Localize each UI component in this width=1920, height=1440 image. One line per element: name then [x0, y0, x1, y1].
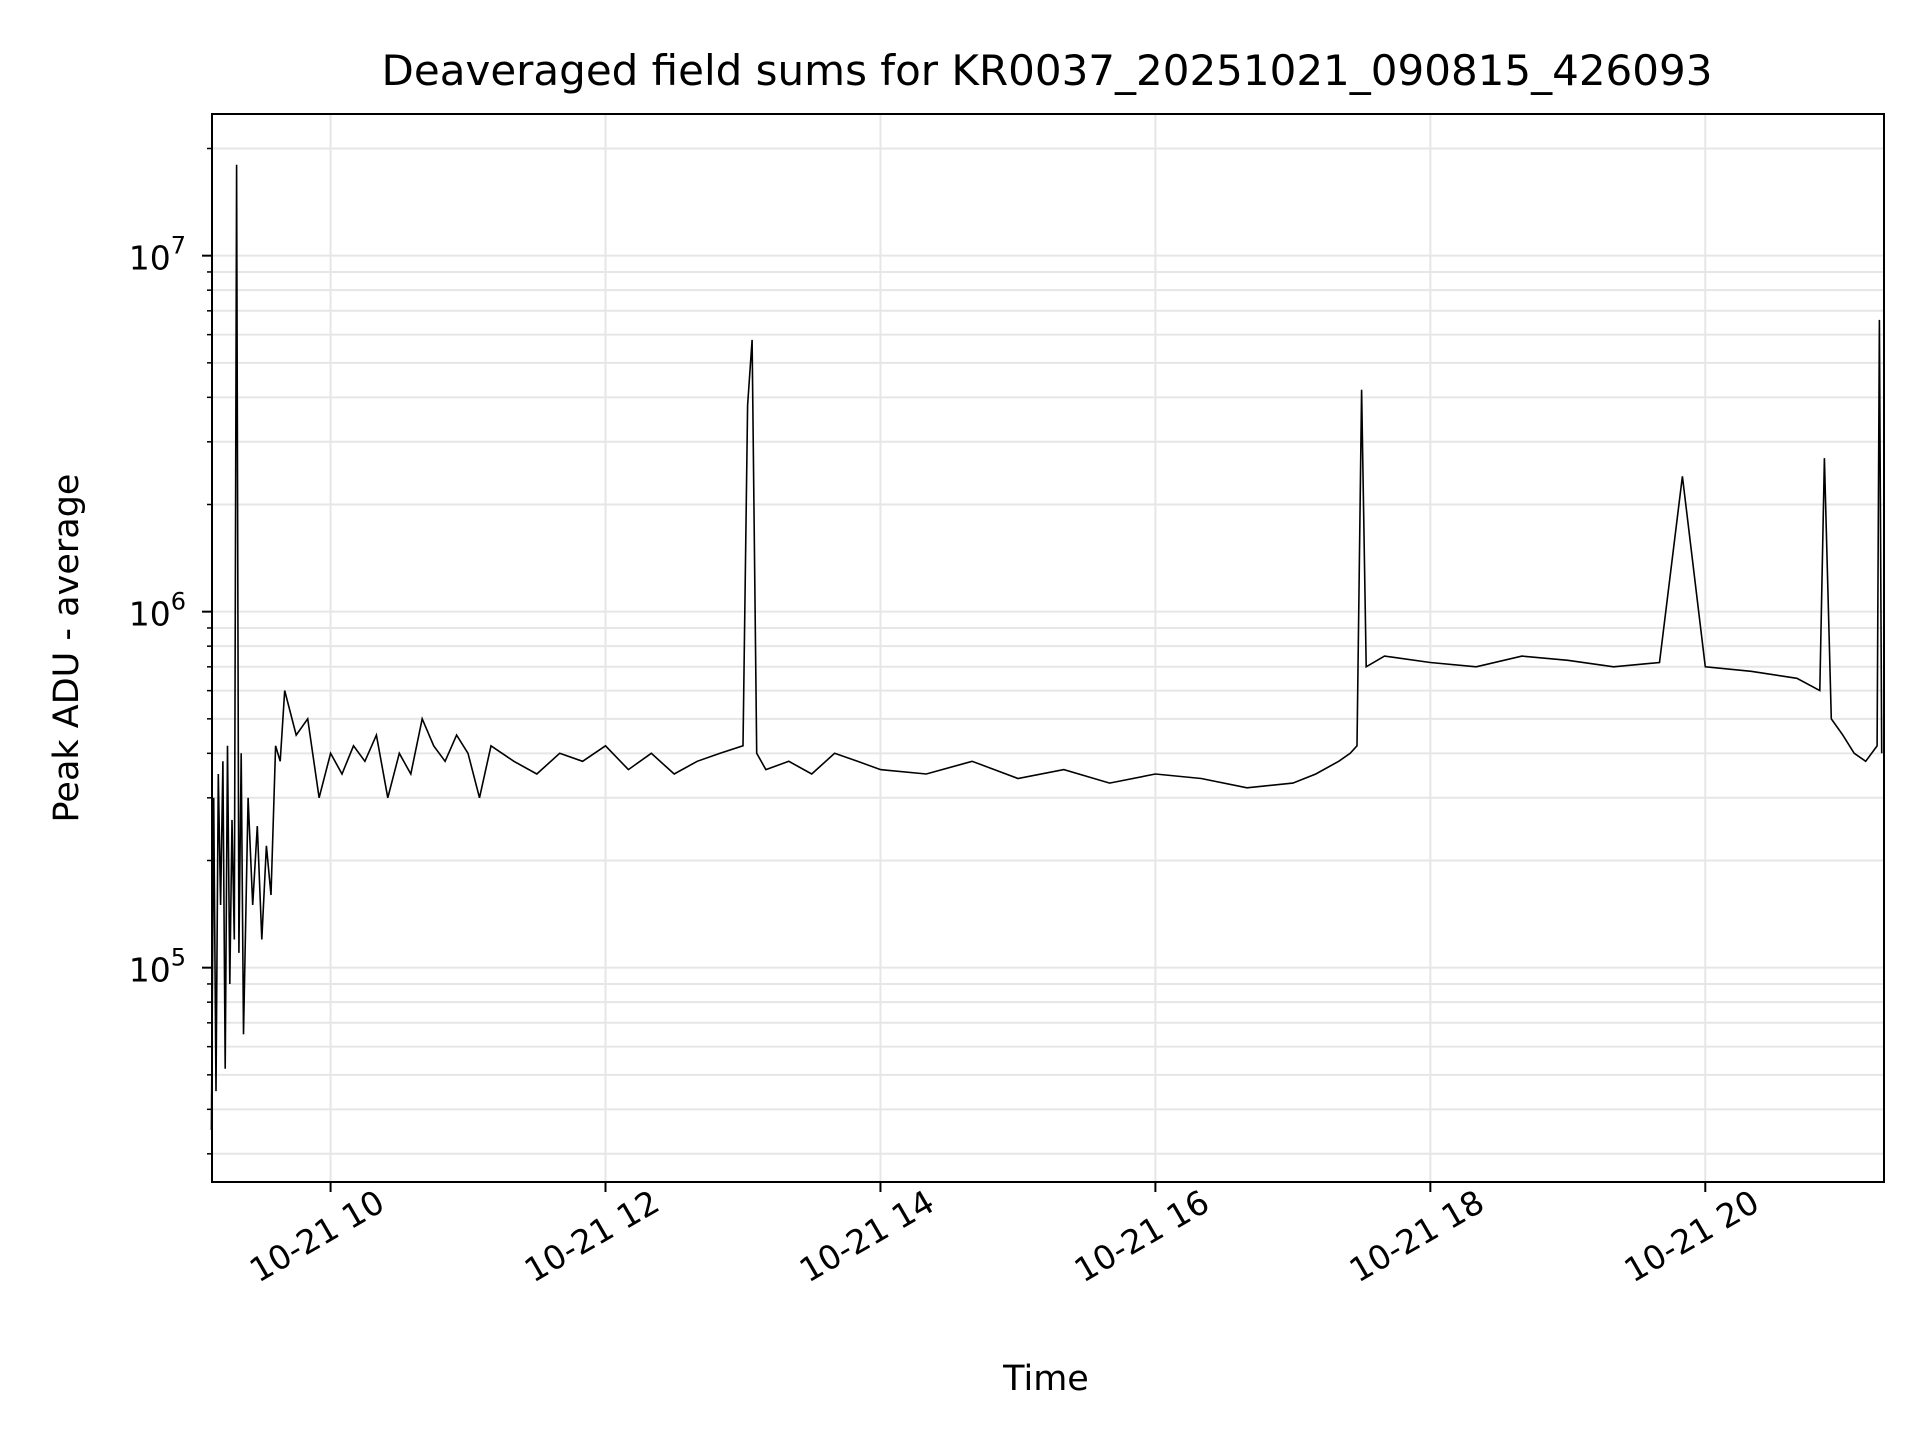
y-tick-exponent: 7	[171, 232, 186, 260]
y-tick-exponent: 5	[171, 944, 186, 972]
x-axis-title: Time	[1002, 1359, 1089, 1399]
y-tick-base: 10	[129, 595, 171, 634]
chart-title: Deaveraged field sums for KR0037_2025102…	[382, 46, 1713, 95]
data-series	[210, 164, 1883, 1131]
series-line	[210, 164, 1883, 1131]
y-tick-exponent: 6	[171, 588, 186, 616]
plot-frame	[211, 113, 1885, 1183]
y-axis-title: Peak ADU - average	[47, 474, 87, 823]
y-tick-label: 106	[129, 588, 186, 634]
y-tick-base: 10	[129, 951, 171, 990]
y-tick-base: 10	[129, 239, 171, 278]
y-tick-label: 105	[129, 944, 186, 990]
grid	[212, 114, 1884, 1182]
y-tick-label: 107	[129, 232, 186, 278]
